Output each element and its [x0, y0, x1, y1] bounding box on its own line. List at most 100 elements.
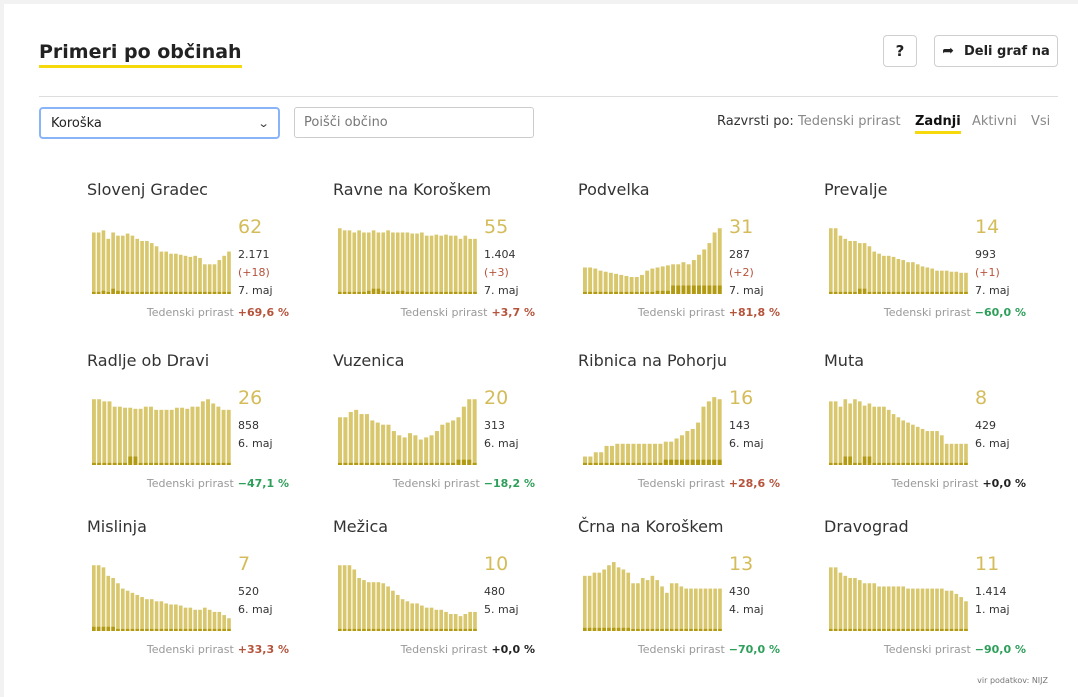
bar [833, 228, 838, 294]
bar-new-cases [453, 628, 458, 631]
bar [449, 235, 453, 294]
sort-option-latest[interactable]: Zadnji [915, 113, 961, 134]
bar [621, 569, 626, 631]
bar [130, 235, 135, 294]
weekly-growth-value: +3,7 % [491, 306, 535, 319]
bar [125, 233, 130, 294]
bar-new-cases [706, 459, 711, 465]
bar [107, 401, 112, 465]
total-cases: 1.404 [484, 248, 516, 261]
bar [473, 238, 477, 294]
last-date: 7. maj [484, 284, 519, 297]
bar [862, 405, 867, 465]
bar [222, 255, 226, 294]
bar-new-cases [718, 628, 722, 631]
bar-new-cases [712, 285, 717, 294]
bar [429, 235, 434, 294]
last-date: 6. maj [238, 437, 273, 450]
municipality-tile[interactable]: Dravograd 11 1.414 1. maj Tedenski prirast −9… [824, 517, 1064, 657]
bar [203, 607, 207, 631]
bar-new-cases [198, 291, 202, 294]
municipality-search-input[interactable] [294, 107, 534, 138]
region-select[interactable]: Koroška ⌄ [39, 107, 280, 139]
help-button[interactable]: ? [883, 35, 917, 67]
bar-new-cases [440, 462, 445, 465]
cases-bar-chart [338, 399, 477, 465]
municipality-tile[interactable]: Črna na Koroškem 13 430 4. maj Tedenski prir… [578, 517, 818, 657]
bar-new-cases [125, 628, 130, 631]
municipality-tile[interactable]: Radlje ob Dravi 26 858 6. maj Tedenski prira… [87, 351, 327, 491]
weekly-growth: Tedenski prirast +28,6 % [638, 477, 780, 491]
bar-new-cases [97, 462, 102, 465]
bar [712, 397, 717, 465]
sort-option-active[interactable]: Aktivni [972, 114, 1017, 129]
weekly-growth-label: Tedenski prirast [637, 306, 725, 319]
bar [867, 246, 872, 294]
bar [640, 577, 645, 631]
bar [352, 569, 357, 631]
bar-new-cases [145, 291, 149, 294]
bar-new-cases [101, 626, 106, 631]
bar-new-cases [130, 291, 135, 294]
bar [128, 407, 133, 465]
bar-new-cases [949, 462, 954, 465]
municipality-tile[interactable]: Mežica 10 480 5. maj Tedenski prirast +0,0 % [333, 517, 573, 657]
bar-new-cases [338, 628, 342, 631]
municipalities-card: Primeri po občinah ? ➦ Deli graf na Koro… [4, 4, 1078, 697]
bar-new-cases [212, 628, 217, 631]
municipality-tile[interactable]: Vuzenica 20 313 6. maj Tedenski prirast −18,2… [333, 351, 573, 491]
bar [362, 232, 366, 294]
bar-new-cases [116, 290, 120, 294]
bar [444, 234, 448, 294]
bar [935, 270, 939, 294]
weekly-growth-label: Tedenski prirast [400, 643, 488, 656]
municipality-tile[interactable]: Ravne na Koroškem 55 1.404 (+3) 7. maj Tedens… [333, 180, 573, 320]
bar-new-cases [381, 628, 386, 631]
municipality-name: Radlje ob Dravi [87, 351, 210, 370]
bar [410, 603, 415, 631]
bar-new-cases [364, 462, 369, 465]
bar-new-cases [420, 628, 424, 631]
bar-new-cases [159, 291, 164, 294]
municipality-tile[interactable]: Mislinja 7 520 6. maj Tedenski prirast +33,3 … [87, 517, 327, 657]
bar-new-cases [872, 628, 877, 631]
weekly-growth: Tedenski prirast +0,0 % [401, 643, 535, 657]
bar-new-cases [434, 628, 439, 631]
bar-new-cases [587, 627, 592, 631]
weekly-growth: Tedenski prirast −70,0 % [638, 643, 780, 657]
bar-new-cases [222, 628, 226, 631]
bar [640, 274, 644, 294]
municipality-tile[interactable]: Muta 8 429 6. maj Tedenski prirast +0,0 % [824, 351, 1064, 491]
sort-option-all[interactable]: Vsi [1031, 114, 1051, 129]
bar [669, 441, 674, 465]
municipality-tile[interactable]: Ribnica na Pohorju 16 143 6. maj Tedenski pr… [578, 351, 818, 491]
bar [410, 233, 415, 294]
bar-new-cases [949, 291, 954, 294]
bar-new-cases [684, 628, 688, 631]
municipality-tile[interactable]: Prevalje 14 993 (+1) 7. maj Tedenski prirast −… [824, 180, 1064, 320]
bar-new-cases [92, 291, 96, 294]
bar-new-cases [366, 628, 371, 631]
bar-new-cases [227, 291, 231, 294]
municipality-tile[interactable]: Podvelka 31 287 (+2) 7. maj Tedenski prirast +… [578, 180, 818, 320]
bar [829, 228, 833, 294]
bar-new-cases [451, 462, 456, 465]
bar-new-cases [359, 462, 364, 465]
share-button[interactable]: ➦ Deli graf na [934, 35, 1058, 67]
bar-new-cases [911, 628, 915, 631]
bar [111, 232, 115, 294]
bar [188, 607, 193, 631]
bar [650, 268, 655, 294]
bar [101, 230, 106, 294]
daily-diff: (+18) [238, 266, 270, 279]
bar-new-cases [375, 462, 380, 465]
bar-new-cases [886, 628, 891, 631]
weekly-growth: Tedenski prirast +81,8 % [638, 306, 780, 320]
bar-new-cases [944, 462, 949, 465]
bar [424, 437, 429, 465]
municipality-tile[interactable]: Slovenj Gradec 62 2.171 (+18) 7. maj Tedenski… [87, 180, 327, 320]
sort-option-weekly[interactable]: Tedenski prirast [798, 114, 901, 129]
bar [663, 441, 668, 465]
bar-new-cases [906, 291, 910, 294]
bar-new-cases [410, 291, 415, 294]
